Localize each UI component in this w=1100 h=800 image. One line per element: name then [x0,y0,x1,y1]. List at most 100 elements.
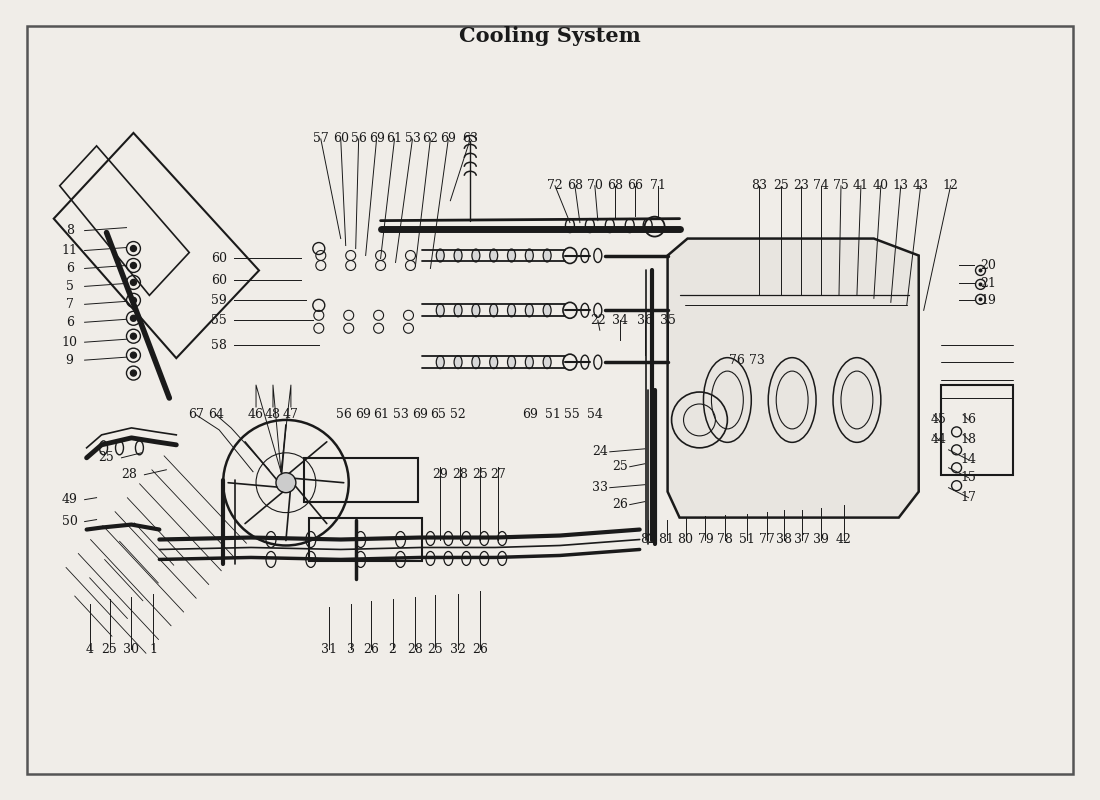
Text: 7: 7 [66,298,74,311]
Text: 26: 26 [472,642,488,656]
Text: 50: 50 [62,515,78,528]
Text: 25: 25 [101,642,118,656]
Text: 83: 83 [751,179,768,192]
Text: 82: 82 [640,533,656,546]
Ellipse shape [526,249,534,262]
Text: 60: 60 [211,252,228,265]
Ellipse shape [490,249,497,262]
Ellipse shape [472,356,480,369]
Text: 75: 75 [833,179,849,192]
Circle shape [979,282,982,286]
Text: 25: 25 [612,460,628,474]
Text: 51: 51 [546,409,561,422]
Text: 34: 34 [612,314,628,326]
Text: 39: 39 [813,533,829,546]
Text: 66: 66 [627,179,642,192]
Text: 12: 12 [943,179,958,192]
Text: 8: 8 [66,224,74,237]
Text: 5: 5 [66,280,74,293]
Ellipse shape [543,304,551,317]
Ellipse shape [437,356,444,369]
Text: 9: 9 [66,354,74,366]
Ellipse shape [472,249,480,262]
Text: 20: 20 [980,259,997,272]
Text: 40: 40 [872,179,889,192]
Text: 41: 41 [852,179,869,192]
Text: 54: 54 [587,409,603,422]
Text: 61: 61 [374,409,389,422]
Text: 73: 73 [749,354,766,366]
Text: 81: 81 [659,533,674,546]
Text: 67: 67 [188,409,205,422]
Text: 48: 48 [265,409,280,422]
Text: 59: 59 [211,294,227,307]
Ellipse shape [526,356,534,369]
Text: 62: 62 [422,133,439,146]
Circle shape [131,298,136,303]
Text: Cooling System: Cooling System [459,26,641,46]
Text: 24: 24 [592,446,608,458]
Text: 58: 58 [211,338,227,352]
Text: 49: 49 [62,493,78,506]
Text: 21: 21 [980,277,997,290]
Text: 60: 60 [211,274,228,287]
Text: 28: 28 [452,468,469,482]
Text: 69: 69 [522,409,538,422]
Text: 76: 76 [729,354,746,366]
Text: 56: 56 [336,409,352,422]
Text: 1: 1 [150,642,157,656]
Text: 31: 31 [321,642,337,656]
Circle shape [131,370,136,376]
Text: 25: 25 [99,451,114,464]
Text: 78: 78 [717,533,734,546]
Text: 43: 43 [913,179,928,192]
Text: 55: 55 [564,409,580,422]
Text: 16: 16 [960,414,977,426]
Text: 25: 25 [773,179,789,192]
Text: 37: 37 [794,533,810,546]
Text: 25: 25 [472,468,488,482]
Text: 26: 26 [363,642,378,656]
Text: 61: 61 [386,133,403,146]
Text: 79: 79 [697,533,713,546]
Circle shape [131,352,136,358]
Text: 77: 77 [759,533,775,546]
Text: 32: 32 [450,642,466,656]
Ellipse shape [543,249,551,262]
Circle shape [131,262,136,269]
Text: 19: 19 [980,294,997,307]
Text: 57: 57 [312,133,329,146]
Text: 64: 64 [208,409,224,422]
Text: 15: 15 [960,471,977,484]
Text: 36: 36 [637,314,652,326]
Circle shape [979,298,982,302]
Text: 68: 68 [607,179,623,192]
Text: 28: 28 [407,642,424,656]
Ellipse shape [507,304,516,317]
Text: 69: 69 [354,409,371,422]
Text: 38: 38 [777,533,792,546]
Text: 46: 46 [248,409,264,422]
Text: 42: 42 [836,533,851,546]
Text: 63: 63 [462,133,478,146]
Text: 13: 13 [893,179,909,192]
Text: 23: 23 [793,179,810,192]
Text: 10: 10 [62,336,78,349]
Text: 52: 52 [450,409,466,422]
Text: 51: 51 [739,533,756,546]
Ellipse shape [454,249,462,262]
Text: 18: 18 [960,434,977,446]
Text: 11: 11 [62,244,78,257]
Ellipse shape [472,304,480,317]
Text: 4: 4 [86,642,94,656]
Ellipse shape [454,304,462,317]
Text: 69: 69 [368,133,385,146]
Circle shape [131,246,136,251]
Text: 69: 69 [412,409,428,422]
Text: 56: 56 [351,133,366,146]
Circle shape [979,269,982,273]
Text: 6: 6 [66,262,74,275]
Ellipse shape [490,356,497,369]
Ellipse shape [490,304,497,317]
Text: 65: 65 [430,409,447,422]
